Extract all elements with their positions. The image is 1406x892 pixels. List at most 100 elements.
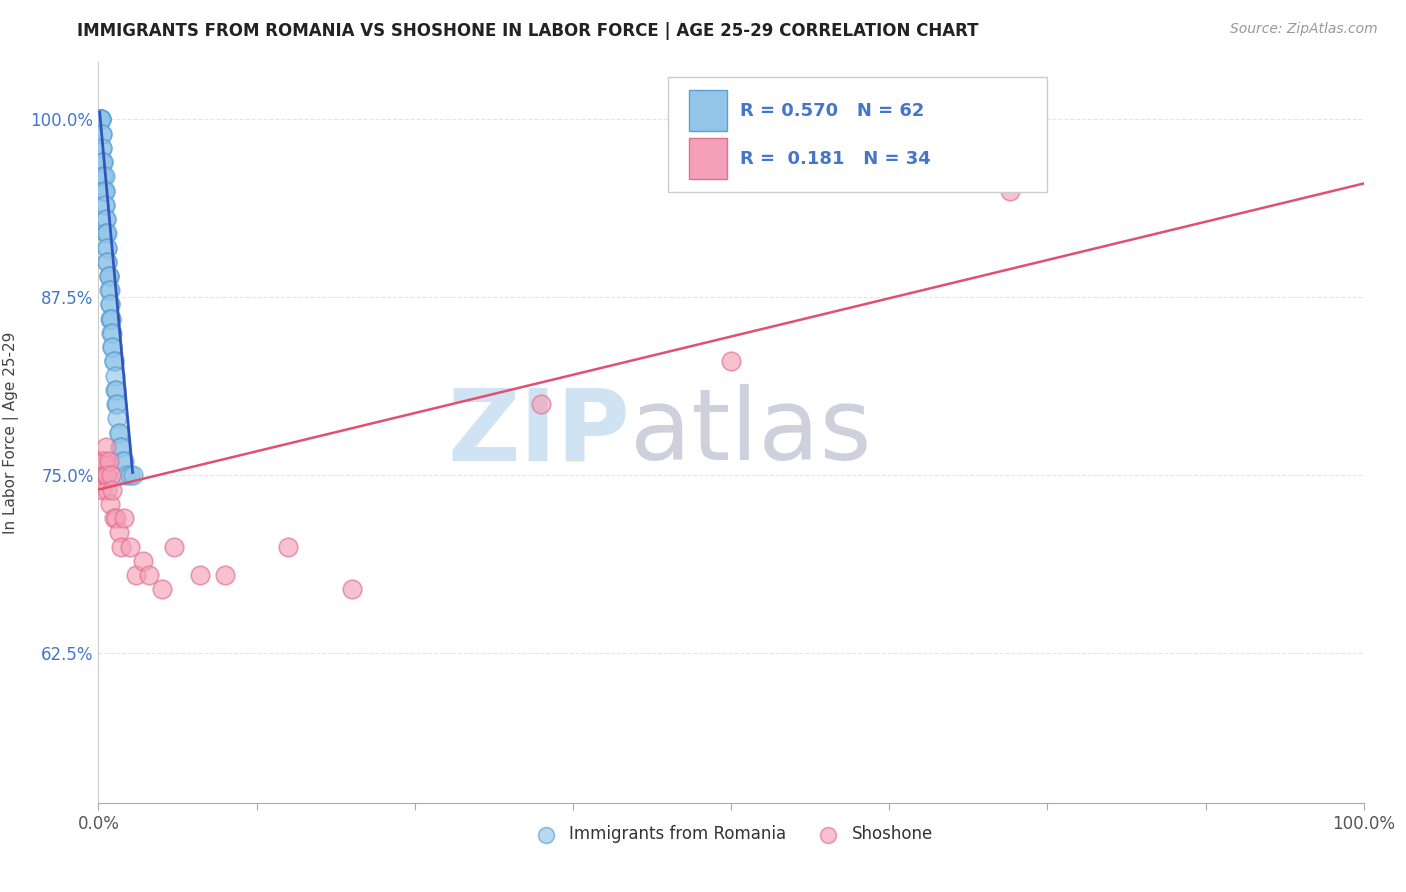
Point [98, 297, 121, 311]
Point [107, 425, 129, 440]
Point [90, 112, 112, 127]
Point [90, 468, 112, 483]
Point [93, 198, 117, 212]
Point [94, 468, 117, 483]
Point [108, 440, 131, 454]
Point [89, 112, 111, 127]
Point [97, 268, 120, 283]
Point [89, 112, 111, 127]
Point [138, 568, 160, 582]
Point [101, 483, 124, 497]
Point [93, 169, 115, 184]
Point [120, 540, 141, 554]
Text: R =  0.181   N = 34: R = 0.181 N = 34 [740, 150, 931, 168]
Point [104, 383, 127, 397]
Point [100, 326, 122, 340]
Point [101, 340, 124, 354]
Point [97, 283, 120, 297]
Point [100, 311, 122, 326]
Point [105, 383, 128, 397]
FancyBboxPatch shape [689, 138, 727, 179]
Y-axis label: In Labor Force | Age 25-29: In Labor Force | Age 25-29 [3, 332, 20, 533]
Point [93, 155, 115, 169]
Point [96, 483, 118, 497]
Point [107, 425, 129, 440]
Point [91, 141, 114, 155]
Point [94, 440, 117, 454]
Point [89, 454, 111, 468]
Point [277, 540, 299, 554]
Point [91, 127, 114, 141]
Point [98, 283, 121, 297]
Point [91, 141, 114, 155]
Point [100, 468, 122, 483]
Point [111, 454, 134, 468]
FancyBboxPatch shape [668, 78, 1047, 192]
Point [90, 112, 112, 127]
Point [104, 368, 127, 383]
Point [101, 340, 124, 354]
Point [98, 311, 121, 326]
Point [188, 568, 211, 582]
Point [105, 397, 128, 411]
Point [94, 212, 117, 227]
Point [132, 554, 155, 568]
Point [97, 454, 120, 468]
Point [105, 511, 128, 525]
Point [115, 468, 138, 483]
Point [90, 112, 112, 127]
Point [90, 112, 112, 127]
Point [163, 540, 186, 554]
Point [97, 268, 120, 283]
Point [93, 454, 117, 468]
FancyBboxPatch shape [689, 90, 727, 131]
Point [93, 468, 117, 483]
Point [107, 397, 129, 411]
Point [998, 184, 1021, 198]
Text: Source: ZipAtlas.com: Source: ZipAtlas.com [1230, 22, 1378, 37]
Point [103, 511, 125, 525]
Point [96, 241, 118, 255]
Point [93, 155, 115, 169]
Point [112, 511, 135, 525]
Point [214, 568, 236, 582]
Point [93, 198, 117, 212]
Point [93, 454, 115, 468]
Point [125, 568, 148, 582]
Point [101, 326, 124, 340]
Point [91, 483, 114, 497]
Point [96, 241, 118, 255]
Point [91, 127, 114, 141]
Point [98, 297, 121, 311]
Text: R = 0.570   N = 62: R = 0.570 N = 62 [740, 102, 924, 120]
Point [107, 411, 129, 425]
Point [98, 497, 121, 511]
Text: ZIP: ZIP [447, 384, 630, 481]
Point [110, 540, 132, 554]
Point [120, 468, 141, 483]
Point [720, 354, 742, 368]
Point [112, 454, 135, 468]
Point [94, 212, 117, 227]
Point [93, 454, 115, 468]
Point [121, 468, 143, 483]
Point [89, 112, 111, 127]
Point [96, 468, 118, 483]
Point [103, 354, 125, 368]
Point [96, 254, 118, 268]
Point [94, 227, 117, 241]
Point [107, 525, 129, 540]
Point [530, 397, 553, 411]
Text: atlas: atlas [630, 384, 872, 481]
Text: IMMIGRANTS FROM ROMANIA VS SHOSHONE IN LABOR FORCE | AGE 25-29 CORRELATION CHART: IMMIGRANTS FROM ROMANIA VS SHOSHONE IN L… [77, 22, 979, 40]
Point [93, 184, 117, 198]
Point [91, 454, 114, 468]
Point [93, 184, 115, 198]
Point [96, 227, 118, 241]
Point [93, 169, 117, 184]
Point [100, 311, 122, 326]
Point [97, 268, 120, 283]
Point [340, 582, 363, 597]
Legend: Immigrants from Romania, Shoshone: Immigrants from Romania, Shoshone [523, 819, 939, 850]
Point [110, 440, 132, 454]
